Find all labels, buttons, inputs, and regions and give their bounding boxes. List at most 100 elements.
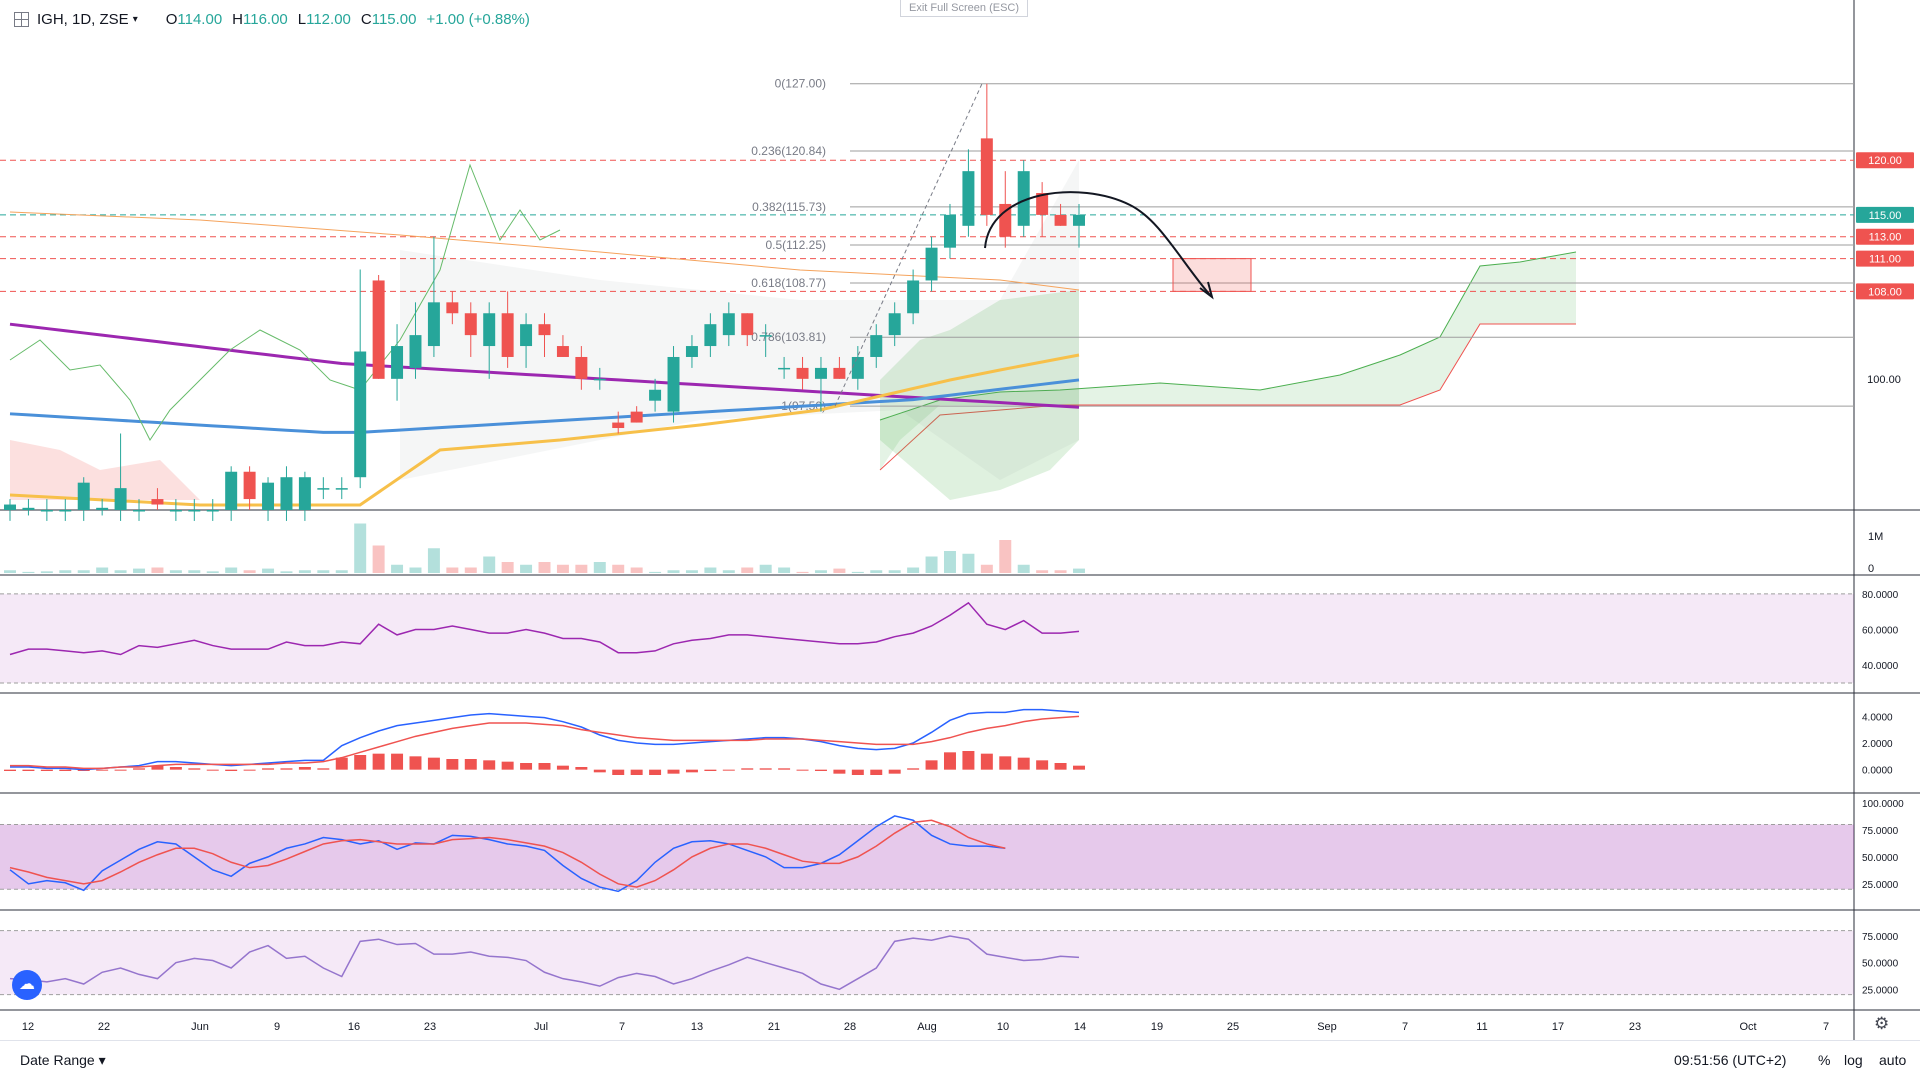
volume-bar [151,567,164,573]
macd-histogram-bar [354,755,367,770]
macd-histogram-bar [778,768,791,770]
macd-histogram-bar [851,769,864,775]
candle-body [685,346,698,357]
percent-scale-toggle[interactable]: % [1818,1052,1831,1068]
candle-body [1073,214,1085,226]
volume-bar [759,564,772,573]
volume-bar [1017,564,1030,573]
candle-body [169,510,182,512]
x-axis-tick-label: 16 [348,1021,360,1033]
tradingview-logo-icon[interactable]: ☁ [12,970,42,1000]
macd-histogram-bar [704,769,717,771]
symbol-label[interactable]: IGH, 1D, ZSE [37,10,129,28]
x-axis-tick-label: 7 [1402,1021,1408,1033]
candle-body [4,504,16,510]
volume-bar [1036,570,1049,573]
macd-histogram-bar [262,768,275,770]
candle-body [593,378,606,381]
price-tag-label: 115.00 [1869,210,1902,222]
candle-body [151,499,164,505]
stoch-axis-label: 100.0000 [1862,799,1904,810]
macd-histogram-bar [151,765,164,770]
macd-histogram-bar [888,769,901,774]
collapse-icon[interactable] [14,11,29,27]
macd-histogram-bar [520,763,533,770]
exit-fullscreen-button[interactable]: Exit Full Screen (ESC) [900,0,1029,17]
candle-body [943,214,956,248]
candle-body [722,313,735,336]
ohlc-close: C115.00 [360,10,417,28]
date-range-button[interactable]: Date Range ▾ [20,1052,106,1068]
candle-body [980,138,993,215]
macd-histogram-bar [685,769,698,773]
price-tag [1856,206,1914,223]
candle-body [999,203,1012,237]
candle-body [262,482,275,510]
bottom-toolbar: Date Range ▾ 09:51:56 (UTC+2) % log auto [0,1040,1920,1081]
fib-level-label: 0.5(112.25) [766,238,827,252]
macd-histogram-bar [980,753,993,770]
chevron-down-icon[interactable]: ▾ [132,13,138,25]
candle-body [630,411,643,423]
candle-body [888,313,901,336]
macd-histogram-bar [907,768,920,770]
volume-bar [814,570,827,573]
candle-body [796,367,809,379]
x-axis-tick-label: 17 [1552,1021,1564,1033]
macd-histogram-bar [96,769,109,771]
volume-bar [262,568,275,573]
candle-body [427,302,440,347]
volume-bar [704,567,717,573]
x-axis-tick-label: 12 [22,1021,34,1033]
candle-body [372,280,385,379]
rsi-axis-label: 80.0000 [1862,590,1899,601]
volume-bar [169,570,182,573]
volume-bar [40,571,53,573]
macd-histogram-bar [722,769,735,771]
price-tag [1856,152,1914,169]
macd-histogram-bar [833,769,846,774]
fib-level-label: 0(127.00) [775,77,826,91]
stoch-axis-label: 75.0000 [1862,826,1899,837]
x-axis-tick-label: 7 [619,1021,625,1033]
macd-histogram-bar [427,757,440,770]
candle-body [870,335,883,357]
candle-body [77,482,90,510]
arrow-head-icon [1199,281,1214,300]
macd-signal-line [10,715,1080,770]
candle-body [133,510,146,512]
fib-level-label: 0.618(108.77) [751,276,826,290]
x-axis-tick-label: 23 [424,1021,436,1033]
candle-body [22,507,35,510]
volume-bar [888,570,901,573]
ma-orange-line [9,353,1080,507]
candle-body [335,488,348,490]
volume-bar [206,571,219,573]
volume-bar [501,562,514,573]
macd-histogram-bar [1017,757,1030,770]
volume-bar [851,571,864,573]
symbol-header: IGH, 1D, ZSE ▾ O114.00 H116.00 L112.00 C… [0,0,530,38]
macd-histogram-bar [962,751,975,770]
candle-body [833,367,846,379]
auto-scale-toggle[interactable]: auto [1879,1052,1907,1068]
ma-blue-line [9,378,1080,434]
volume-bar [667,570,680,573]
settings-gear-icon[interactable]: ⚙ [1874,1014,1890,1033]
candle-body [225,471,238,510]
x-axis-tick-label: 10 [997,1021,1009,1033]
macd-histogram-bar [280,768,293,770]
volume-bar [464,567,477,573]
volume-bar [483,556,496,573]
macd-histogram-bar [243,769,256,771]
chart-canvas[interactable]: 12 22 Jun 9 16 23 Jul 7 13 21 28 Aug 10 14 19 25 Sep 7 11 1… [0,0,1920,1040]
log-scale-toggle[interactable]: log [1844,1052,1863,1068]
volume-bar [427,548,440,573]
macd-histogram-bar [943,752,956,770]
macd-histogram-bar [483,760,496,770]
volume-bar [354,523,367,573]
x-axis-tick-label: 11 [1476,1021,1487,1033]
macd-axis-label: 2.0000 [1862,739,1893,750]
x-axis-tick-label: 7 [1823,1021,1829,1033]
volume-axis-label: 0 [1868,563,1874,575]
